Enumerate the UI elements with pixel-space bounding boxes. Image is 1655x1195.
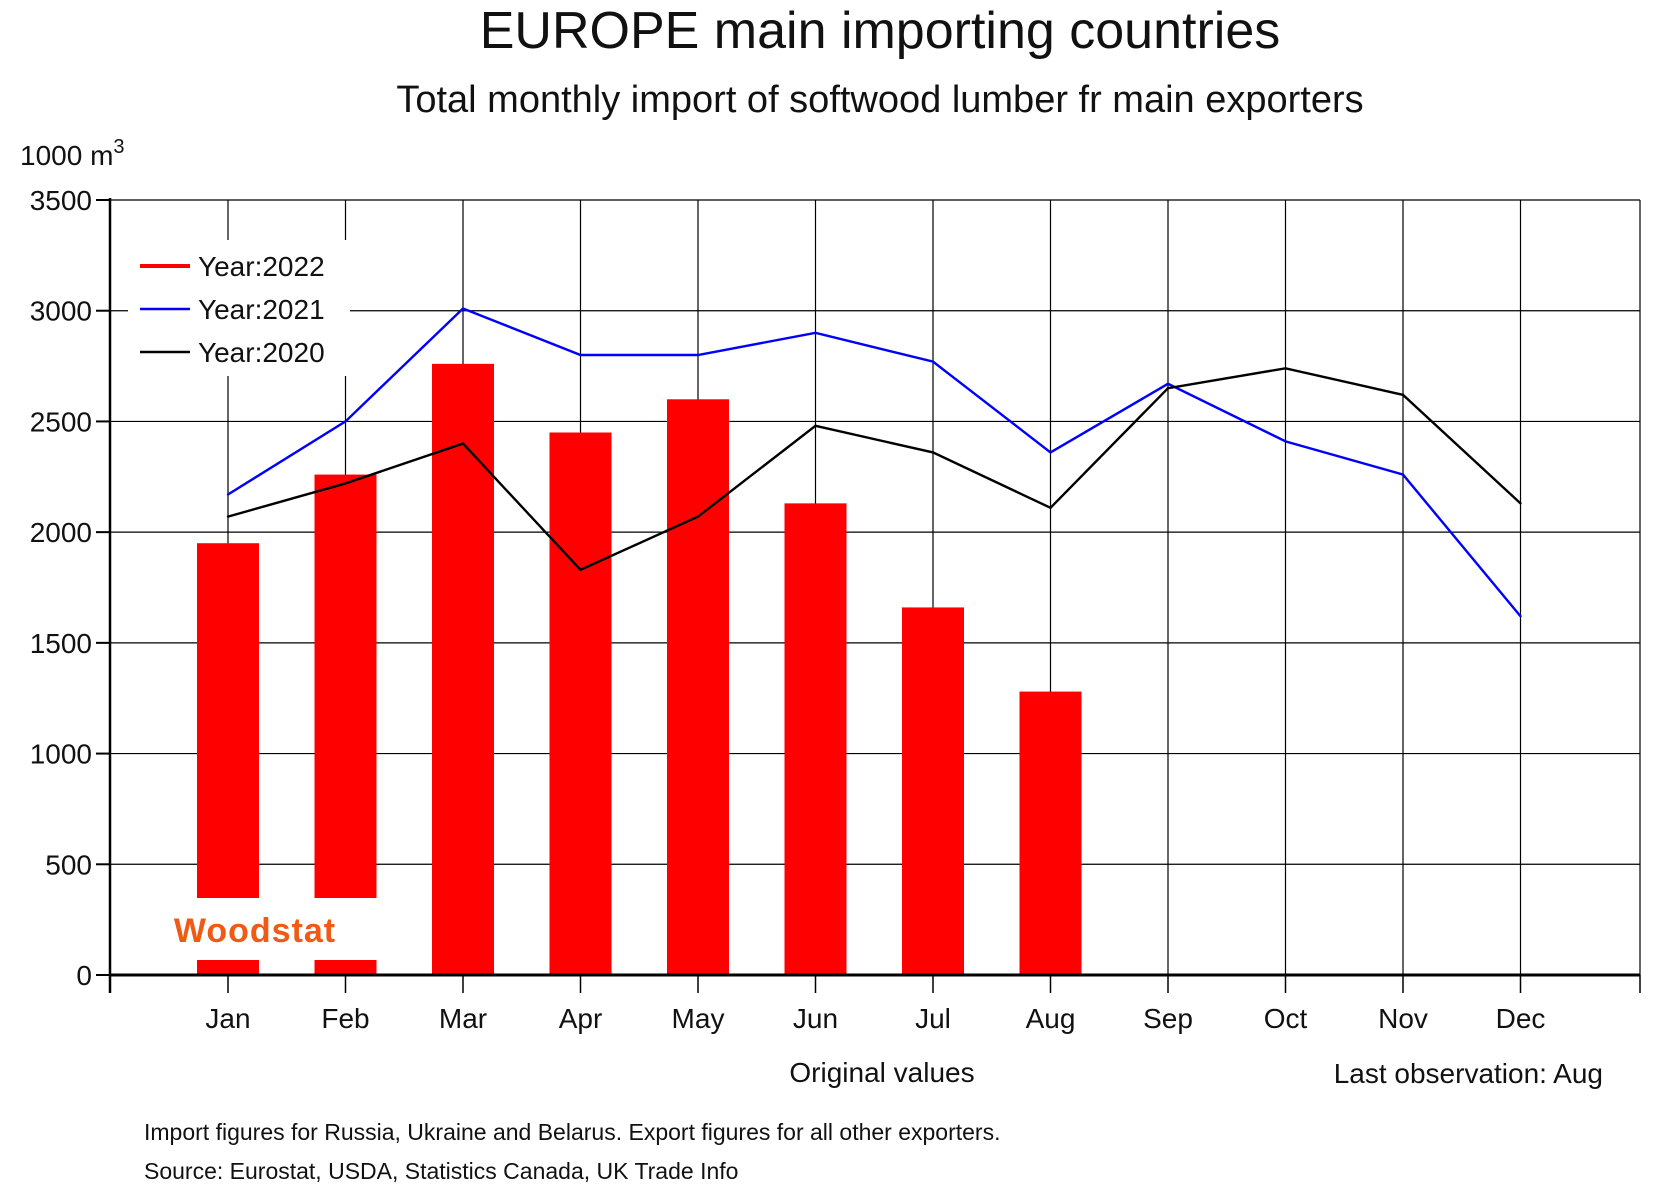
y-tick-label-2500: 2500 (30, 406, 92, 437)
point-year-2020-may (696, 515, 700, 518)
chart-title: EUROPE main importing countries (480, 2, 1281, 60)
point-year-2020-nov (1401, 393, 1405, 397)
series-lines (226, 307, 1522, 618)
point-year-2021-mar (461, 307, 465, 310)
point-year-2021-nov (1401, 473, 1405, 476)
bar-year-2022-apr (549, 432, 612, 975)
bar-year-2022-mar (432, 363, 494, 975)
bars-year-2022 (197, 363, 1082, 975)
x-tick-label-dec: Dec (1496, 1003, 1546, 1034)
point-year-2020-jun (814, 424, 817, 428)
chart-subtitle: Total monthly import of softwood lumber … (396, 79, 1363, 121)
bar-year-2022-aug (1019, 691, 1082, 975)
point-year-2020-jul (931, 451, 935, 454)
point-year-2021-oct (1284, 440, 1287, 443)
bar-year-2022-jul (902, 607, 964, 975)
x-axis-note: Original values (789, 1057, 974, 1088)
y-tick-label-0: 0 (76, 960, 92, 991)
bar-year-2022-feb (314, 474, 377, 975)
point-year-2021-jun (814, 331, 817, 335)
bar-year-2022-may (667, 399, 729, 975)
y-tick-label-2000: 2000 (30, 517, 92, 548)
x-tick-label-mar: Mar (439, 1003, 487, 1034)
point-year-2021-may (696, 353, 700, 357)
legend-label-year-2020: Year:2020 (198, 337, 325, 368)
last-observation: Last observation: Aug (1334, 1058, 1603, 1089)
x-tick-label-apr: Apr (559, 1003, 603, 1034)
x-tick-label-jun: Jun (793, 1003, 838, 1034)
y-axis-unit: 1000 m3 (20, 136, 125, 171)
point-year-2020-sep (1166, 387, 1170, 390)
point-year-2020-apr (579, 568, 582, 571)
x-tick-labels: Jan Feb Mar Apr May Jun Jul Aug Sep Oct Nov Dec (205, 1003, 1545, 1034)
y-tick-label-1500: 1500 (30, 628, 92, 659)
y-tick-label-1000: 1000 (30, 739, 92, 770)
point-year-2020-oct (1284, 367, 1287, 370)
bar-year-2022-jun (784, 503, 847, 975)
y-tick-label-3500: 3500 (30, 185, 92, 216)
legend-label-year-2021: Year:2021 (198, 294, 325, 325)
x-tick-label-nov: Nov (1378, 1003, 1428, 1034)
point-year-2020-feb (344, 482, 347, 485)
x-tick-label-aug: Aug (1026, 1003, 1076, 1034)
point-year-2021-feb (344, 420, 347, 423)
footnote-2: Source: Eurostat, USDA, Statistics Canad… (144, 1158, 738, 1184)
x-tick-label-feb: Feb (321, 1003, 369, 1034)
x-tick-label-oct: Oct (1264, 1003, 1308, 1034)
point-year-2020-mar (461, 442, 465, 445)
line-year-2020 (227, 367, 1522, 572)
y-tick-label-3000: 3000 (30, 296, 92, 327)
x-tick-label-sep: Sep (1143, 1003, 1193, 1034)
y-tick-label-500: 500 (45, 849, 92, 880)
point-year-2021-jul (931, 360, 935, 363)
point-year-2020-dec (1519, 502, 1522, 505)
point-year-2020-jan (226, 515, 230, 518)
point-year-2021-sep (1166, 382, 1170, 385)
y-axis-unit-base: 1000 m (20, 140, 113, 171)
logo-backdrop (125, 898, 385, 960)
axes (96, 198, 1641, 993)
point-year-2021-dec (1519, 615, 1522, 618)
line-year-2021 (227, 307, 1522, 618)
y-tick-labels: 0 500 1000 1500 2000 2500 3000 3500 (30, 185, 92, 991)
point-year-2020-aug (1049, 506, 1052, 509)
legend-label-year-2022: Year:2022 (198, 251, 325, 282)
legend: Year:2022 Year:2021 Year:2020 (128, 240, 350, 376)
woodstat-logo: Woodstat (174, 912, 336, 950)
point-year-2021-jan (226, 493, 230, 496)
point-year-2021-apr (579, 353, 582, 357)
x-tick-label-may: May (672, 1003, 725, 1034)
x-tick-label-jan: Jan (205, 1003, 250, 1034)
y-axis-unit-superscript: 3 (113, 136, 124, 158)
x-tick-label-jul: Jul (915, 1003, 951, 1034)
footnote-1: Import figures for Russia, Ukraine and B… (144, 1119, 1000, 1145)
point-year-2021-aug (1049, 451, 1052, 454)
